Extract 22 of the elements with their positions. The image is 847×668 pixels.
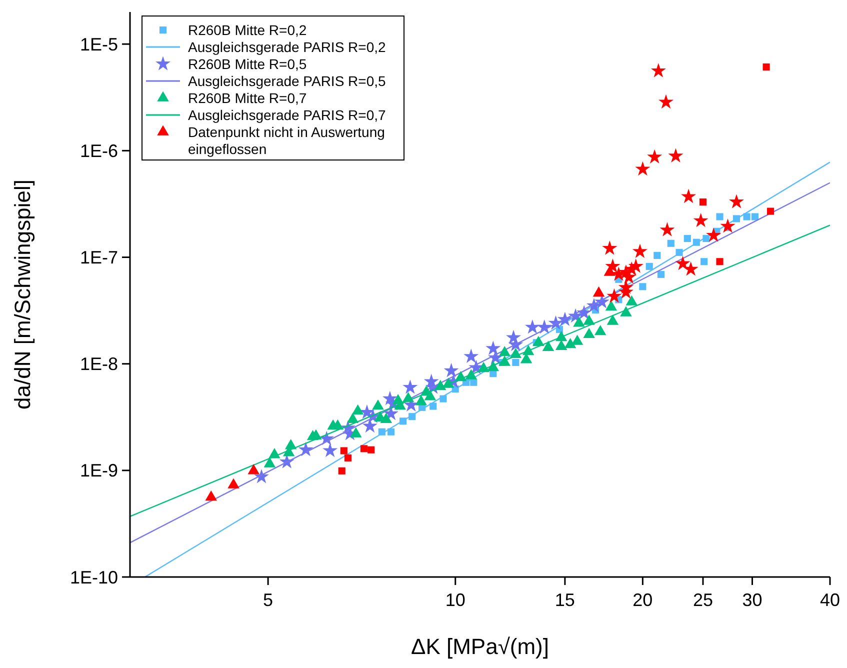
x-axis-title: ΔK [MPa√(m)] [411,634,549,659]
x-tick-label: 30 [742,590,762,610]
legend-label: Ausgleichsgerade PARIS R=0,2 [188,39,386,55]
y-tick-label: 1E-7 [80,248,118,268]
legend-label: R260B Mitte R=0,2 [188,22,307,38]
y-tick-label: 1E-8 [80,354,118,374]
legend-label: R260B Mitte R=0,7 [188,90,307,106]
x-tick-label: 40 [820,590,840,610]
x-tick-label: 5 [263,590,274,610]
legend-label: R260B Mitte R=0,5 [188,56,307,72]
y-axis-title: da/dN [m/Schwingspiel] [10,180,35,410]
legend-label: Datenpunkt nicht in Auswertung eingeflossen [188,124,385,157]
x-tick-label: 25 [692,590,713,610]
legend-label: Ausgleichsgerade PARIS R=0,7 [188,107,386,123]
y-tick-label: 1E-9 [80,460,118,481]
x-tick-label: 20 [632,590,653,610]
y-tick-label: 1E-6 [80,140,118,161]
x-tick-label: 10 [445,590,466,610]
legend-label: Ausgleichsgerade PARIS R=0,5 [188,73,386,89]
x-tick-label: 15 [554,590,575,610]
y-tick-label: 1E-10 [70,567,118,588]
y-tick-label: 1E-5 [80,34,118,54]
